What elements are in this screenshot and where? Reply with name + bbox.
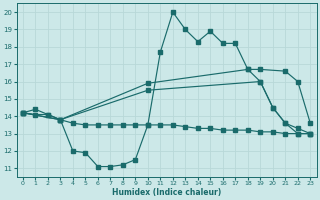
X-axis label: Humidex (Indice chaleur): Humidex (Indice chaleur)	[112, 188, 221, 197]
